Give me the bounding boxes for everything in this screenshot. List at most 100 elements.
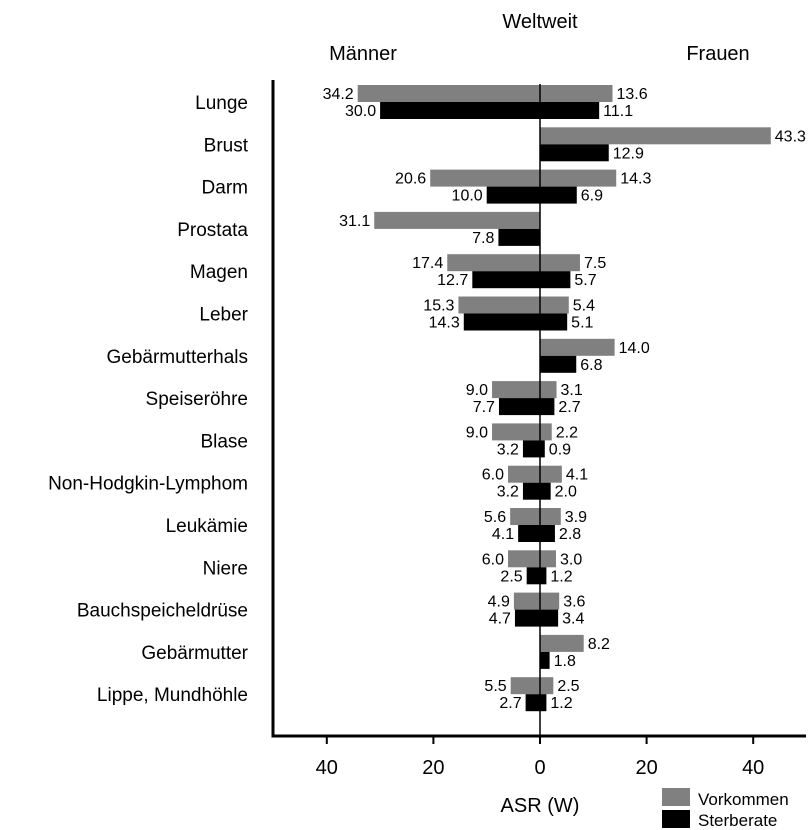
value-label-men-vorkommen: 6.0 bbox=[482, 467, 504, 484]
value-label-men-vorkommen: 34.2 bbox=[323, 86, 354, 103]
bar-men-vorkommen bbox=[510, 508, 540, 525]
value-label-women-sterberate: 1.2 bbox=[550, 695, 572, 712]
bar-women-sterberate bbox=[540, 355, 577, 373]
legend-swatch-sterberate bbox=[662, 810, 690, 828]
bar-men-vorkommen bbox=[430, 169, 540, 187]
bar-women-sterberate bbox=[540, 271, 571, 289]
bar-men-vorkommen bbox=[513, 592, 540, 610]
bar-women-vorkommen bbox=[540, 127, 771, 145]
bar-women-sterberate bbox=[540, 313, 568, 331]
value-label-women-vorkommen: 13.6 bbox=[616, 86, 647, 103]
bar-men-vorkommen bbox=[508, 550, 540, 568]
bar-women-vorkommen bbox=[540, 550, 556, 568]
bar-women-sterberate bbox=[540, 398, 555, 416]
bar-men-vorkommen bbox=[510, 677, 540, 695]
value-label-women-sterberate: 5.1 bbox=[571, 315, 593, 332]
bar-women-sterberate bbox=[540, 694, 547, 712]
bar-women-sterberate bbox=[540, 609, 559, 627]
legend-label-sterberate: Sterberate bbox=[698, 811, 777, 830]
bar-women-sterberate bbox=[540, 651, 550, 669]
legend-swatch-vorkommen bbox=[662, 788, 690, 806]
value-label-women-vorkommen: 2.5 bbox=[557, 678, 579, 695]
category-label: Lippe, Mundhöhle bbox=[97, 685, 248, 706]
value-label-women-vorkommen: 3.1 bbox=[561, 382, 583, 399]
category-label: Leber bbox=[199, 305, 248, 326]
value-label-women-vorkommen: 8.2 bbox=[588, 636, 610, 653]
bar-men-sterberate bbox=[463, 313, 540, 331]
value-label-women-sterberate: 2.8 bbox=[559, 526, 581, 543]
value-label-women-vorkommen: 5.4 bbox=[573, 298, 595, 315]
chart-title: Weltweit bbox=[502, 11, 578, 33]
value-label-men-vorkommen: 9.0 bbox=[466, 382, 488, 399]
bar-men-sterberate bbox=[498, 228, 540, 246]
bar-men-sterberate bbox=[486, 186, 540, 204]
x-tick-label: 20 bbox=[635, 757, 657, 779]
value-label-men-sterberate: 7.7 bbox=[473, 399, 495, 416]
value-label-men-sterberate: 2.7 bbox=[499, 695, 521, 712]
x-tick-label: 40 bbox=[316, 757, 338, 779]
x-tick-label: 40 bbox=[742, 757, 764, 779]
value-label-women-sterberate: 2.0 bbox=[555, 484, 577, 501]
category-label: Darm bbox=[202, 178, 248, 199]
bar-women-vorkommen bbox=[540, 296, 569, 314]
value-label-men-sterberate: 12.7 bbox=[437, 272, 468, 289]
value-label-men-vorkommen: 9.0 bbox=[466, 424, 488, 441]
value-label-women-sterberate: 5.7 bbox=[574, 272, 596, 289]
bar-men-vorkommen bbox=[508, 465, 540, 483]
value-label-women-vorkommen: 3.6 bbox=[563, 594, 585, 611]
bar-men-sterberate bbox=[522, 440, 540, 458]
bar-women-vorkommen bbox=[540, 423, 552, 441]
category-label: Gebärmutterhals bbox=[106, 347, 248, 368]
bar-women-sterberate bbox=[540, 525, 555, 542]
value-label-men-sterberate: 7.8 bbox=[472, 230, 494, 247]
x-tick-label: 0 bbox=[534, 757, 545, 779]
bar-men-vorkommen bbox=[357, 85, 540, 102]
bar-women-sterberate bbox=[540, 567, 547, 585]
value-label-women-sterberate: 3.4 bbox=[562, 611, 584, 628]
value-label-men-vorkommen: 15.3 bbox=[423, 298, 454, 315]
category-label: Bauchspeicheldrüse bbox=[77, 601, 248, 622]
bar-women-vorkommen bbox=[540, 381, 557, 399]
value-label-men-vorkommen: 17.4 bbox=[412, 255, 443, 272]
value-label-men-sterberate: 3.2 bbox=[497, 484, 519, 501]
category-label: Niere bbox=[203, 558, 248, 579]
value-label-men-vorkommen: 6.0 bbox=[482, 551, 504, 568]
bar-women-vorkommen bbox=[540, 465, 562, 483]
value-label-men-sterberate: 3.2 bbox=[497, 441, 519, 458]
value-label-men-sterberate: 2.5 bbox=[500, 568, 522, 585]
value-label-men-sterberate: 4.7 bbox=[489, 611, 511, 628]
value-label-men-sterberate: 10.0 bbox=[452, 188, 483, 205]
x-axis-label: ASR (W) bbox=[501, 795, 580, 817]
x-tick-label: 20 bbox=[422, 757, 444, 779]
value-label-women-vorkommen: 14.0 bbox=[619, 340, 650, 357]
category-label: Non-Hodgkin-Lymphom bbox=[48, 474, 248, 495]
value-label-women-vorkommen: 43.3 bbox=[775, 128, 806, 145]
value-label-women-sterberate: 1.8 bbox=[554, 653, 576, 670]
bar-men-vorkommen bbox=[447, 254, 540, 272]
bar-men-sterberate bbox=[518, 525, 540, 542]
bar-men-sterberate bbox=[380, 102, 540, 119]
value-label-women-sterberate: 1.2 bbox=[550, 568, 572, 585]
value-label-men-sterberate: 14.3 bbox=[429, 315, 460, 332]
bar-women-vorkommen bbox=[540, 254, 580, 272]
value-label-women-vorkommen: 4.1 bbox=[566, 467, 588, 484]
bar-women-vorkommen bbox=[540, 85, 613, 102]
category-label: Prostata bbox=[177, 220, 248, 241]
value-label-women-sterberate: 2.7 bbox=[558, 399, 580, 416]
value-label-women-vorkommen: 3.9 bbox=[565, 509, 587, 526]
right-group-label: Frauen bbox=[686, 43, 749, 65]
value-label-men-vorkommen: 20.6 bbox=[395, 171, 426, 188]
value-label-women-sterberate: 12.9 bbox=[613, 145, 644, 162]
bar-men-sterberate bbox=[525, 694, 540, 712]
bar-men-sterberate bbox=[522, 482, 540, 500]
bar-women-vorkommen bbox=[540, 634, 584, 652]
bar-men-vorkommen bbox=[492, 423, 540, 441]
bar-men-vorkommen bbox=[458, 296, 540, 314]
bar-women-vorkommen bbox=[540, 338, 615, 356]
bar-women-sterberate bbox=[540, 144, 609, 162]
value-label-women-sterberate: 0.9 bbox=[549, 441, 571, 458]
category-label: Brust bbox=[204, 135, 249, 156]
bar-men-vorkommen bbox=[492, 381, 540, 399]
value-label-women-sterberate: 6.9 bbox=[581, 188, 603, 205]
